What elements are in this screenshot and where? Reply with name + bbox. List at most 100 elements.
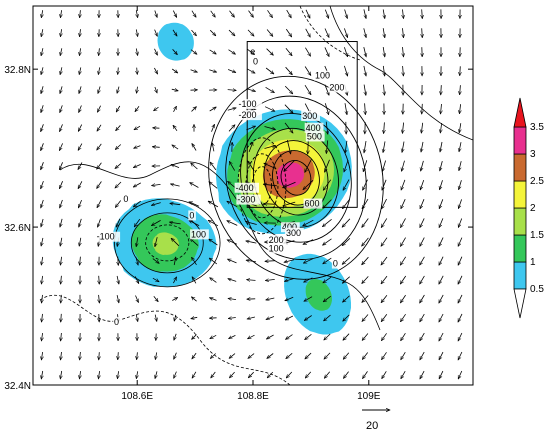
wind-vector	[384, 84, 385, 96]
wind-vector	[192, 257, 197, 266]
wind-vector	[419, 351, 425, 360]
wind-vector	[326, 140, 327, 153]
wind-vector	[305, 47, 310, 57]
wind-vector	[79, 371, 80, 379]
contour-label-bg	[267, 234, 287, 245]
wind-vector	[264, 162, 277, 170]
contour-lines	[39, 6, 473, 385]
wind-vector	[402, 160, 405, 172]
wind-vector	[79, 237, 81, 246]
wind-vector	[41, 351, 42, 360]
wind-vector	[136, 371, 137, 378]
wind-vector	[41, 48, 43, 56]
wind-vector	[99, 352, 100, 360]
wind-vector	[137, 352, 138, 359]
contour-label-bg	[190, 229, 209, 240]
wind-vector	[420, 313, 425, 322]
wind-vector	[228, 279, 237, 282]
wind-vector	[99, 294, 100, 303]
contour-label: 200	[269, 235, 284, 245]
wind-vector	[173, 277, 177, 284]
colorbar-under-triangle	[513, 288, 527, 319]
wind-vector	[77, 162, 83, 170]
contour-label-bg	[305, 131, 325, 142]
wind-vector	[284, 160, 295, 172]
wind-vector	[304, 315, 312, 321]
contour-label-bg	[237, 99, 262, 110]
wind-vector	[79, 48, 80, 55]
wind-vector	[192, 352, 197, 359]
wind-vector	[266, 334, 274, 340]
wind-vector	[155, 314, 157, 322]
wind-vector	[324, 9, 328, 19]
wind-vector	[115, 200, 122, 208]
wind-vector	[229, 335, 236, 339]
wind-vector	[265, 86, 275, 92]
wind-vector	[228, 49, 236, 55]
wind-vector	[285, 296, 294, 300]
wind-vector	[135, 295, 139, 303]
contour-label-bg	[113, 316, 121, 327]
wind-vector	[60, 237, 62, 246]
wind-vector	[303, 239, 314, 245]
colorbar-label: 3	[530, 149, 536, 160]
wind-vector	[440, 180, 443, 190]
wind-vector	[303, 258, 313, 264]
contour-label: 400	[282, 222, 297, 232]
contour-west-0	[145, 224, 190, 262]
wind-vector	[402, 141, 404, 153]
wind-vector	[172, 297, 177, 301]
wind-vector	[60, 124, 63, 131]
inner-box-frame	[246, 41, 358, 208]
wind-vector	[171, 238, 180, 247]
wind-vector	[117, 295, 119, 303]
wind-vector	[422, 28, 423, 37]
contour-label: -400	[236, 183, 254, 193]
wind-vector	[169, 222, 181, 224]
wind-vector	[440, 141, 442, 152]
wind-vector	[342, 179, 350, 191]
wind-vector	[265, 261, 276, 262]
wind-reference-vector: 20	[362, 410, 390, 432]
wind-vector	[421, 160, 424, 171]
contour-label: 100	[269, 244, 284, 254]
contour-label: 0	[333, 259, 338, 269]
wind-vector	[362, 179, 368, 191]
wind-vector	[41, 218, 43, 227]
colorbar-segment	[513, 126, 527, 155]
contour-label-bg	[95, 231, 121, 242]
wind-vector	[155, 352, 156, 359]
contour-label: 0	[123, 194, 128, 204]
colorbar-label: 2	[530, 203, 536, 214]
wind-vector	[136, 48, 137, 56]
wind-vector	[264, 204, 277, 205]
contour-positive-5	[225, 95, 367, 260]
wind-vector	[171, 164, 180, 168]
wind-vector	[438, 237, 444, 247]
wind-vector	[247, 29, 254, 36]
wind-vector	[322, 218, 332, 226]
wind-vector	[174, 333, 176, 340]
wind-vector	[210, 353, 216, 359]
wind-vector	[422, 103, 423, 114]
wind-vector	[79, 67, 81, 74]
wind-vector	[441, 85, 442, 95]
wind-vector	[400, 294, 406, 303]
wind-vector	[41, 10, 42, 18]
wind-vector	[246, 126, 255, 131]
wind-vector	[459, 161, 462, 171]
wind-vector	[381, 198, 387, 209]
wind-vector	[228, 125, 235, 132]
wind-vector	[439, 199, 444, 208]
wind-vector	[263, 184, 277, 186]
wind-vectors	[41, 9, 463, 379]
contour-label: 500	[307, 131, 322, 141]
wind-vector	[284, 278, 294, 282]
wind-vector	[60, 29, 61, 37]
wind-vector	[381, 333, 387, 340]
x-tick-label: 108.8E	[237, 391, 269, 402]
wind-vector	[303, 219, 314, 227]
wind-vector	[229, 353, 236, 359]
wind-vector	[210, 298, 217, 301]
wind-vector	[457, 313, 463, 322]
